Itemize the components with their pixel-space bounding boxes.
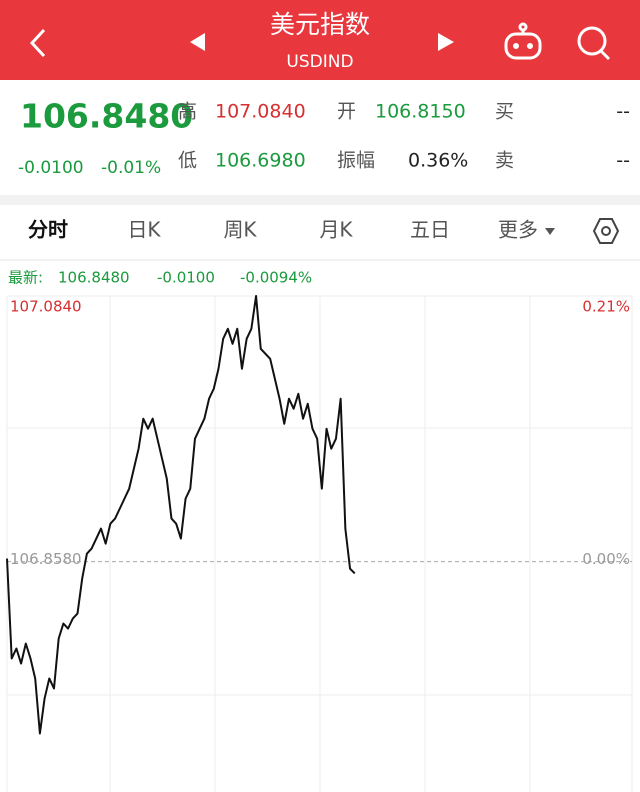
divider	[0, 195, 640, 205]
tab[interactable]: 分时	[28, 218, 68, 242]
amplitude-label: 振幅	[337, 150, 375, 172]
open: 106.8150	[375, 101, 466, 123]
tab[interactable]: 日K	[127, 218, 161, 242]
more-arrow	[545, 228, 555, 235]
high: 107.0840	[215, 101, 306, 123]
buy: --	[616, 101, 630, 123]
back-button[interactable]	[29, 28, 46, 58]
latest-change: -0.0100	[157, 269, 215, 287]
sell-label: 卖	[495, 150, 514, 172]
latest-label: 最新:	[8, 269, 43, 287]
settings-icon[interactable]	[592, 218, 620, 244]
search-icon[interactable]	[577, 26, 611, 61]
high-label: 高	[178, 101, 197, 123]
price-line	[6, 295, 356, 735]
open-label: 开	[337, 101, 356, 123]
low-label: 低	[178, 150, 197, 172]
tab[interactable]: 更多	[498, 218, 538, 242]
y2-tick-label: 0.21%	[582, 298, 630, 316]
latest-change-pct: -0.0094%	[240, 269, 312, 287]
y-tick-label: 106.8580	[10, 550, 82, 568]
tab[interactable]: 五日	[410, 218, 450, 242]
subtitle: USDIND	[286, 52, 353, 72]
y-tick-label: 107.0840	[10, 298, 82, 316]
low: 106.6980	[215, 150, 306, 172]
buy-label: 买	[495, 101, 514, 123]
tab[interactable]: 周K	[223, 218, 257, 242]
change-pct: -0.01%	[101, 158, 161, 178]
header-bar	[0, 0, 640, 80]
change: -0.0100	[18, 158, 84, 178]
robot-icon[interactable]	[504, 22, 542, 60]
y2-tick-label: 0.00%	[582, 550, 630, 568]
prev-button[interactable]	[190, 33, 205, 51]
tab[interactable]: 月K	[319, 218, 353, 242]
grid	[6, 295, 633, 792]
next-button[interactable]	[438, 33, 454, 51]
title: 美元指数	[270, 10, 370, 39]
latest-price: 106.8480	[58, 269, 130, 287]
sell: --	[616, 150, 630, 172]
price: 106.8480	[20, 97, 193, 136]
amplitude: 0.36%	[408, 150, 468, 172]
